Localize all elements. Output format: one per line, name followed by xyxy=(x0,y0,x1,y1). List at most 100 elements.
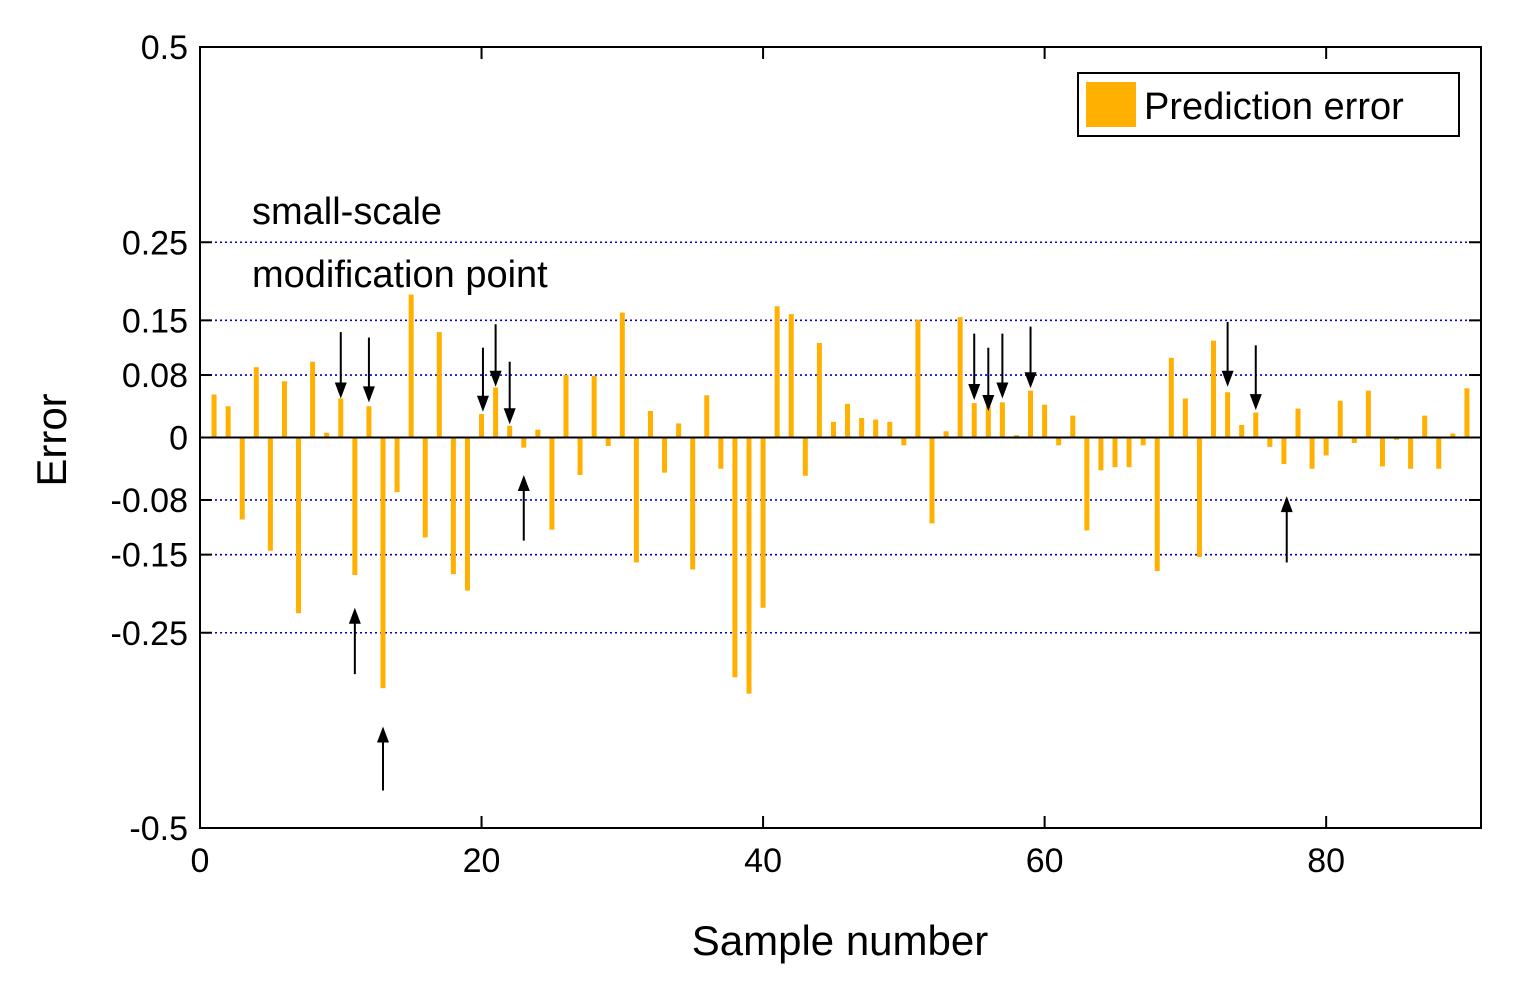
gridlines xyxy=(200,241,1481,634)
bar xyxy=(1436,437,1442,469)
bar xyxy=(633,437,639,563)
bar xyxy=(971,403,977,438)
annotation-arrows xyxy=(334,321,1293,791)
legend: Prediction error xyxy=(1077,72,1460,137)
bar xyxy=(676,423,682,438)
bar xyxy=(380,437,386,689)
bar xyxy=(211,394,217,438)
arrow-head xyxy=(503,408,516,425)
ticks: 0 20 40 60 80 -0.5 -0.25 -0.15 -0.08 0 0.08 0.15 0.2… xyxy=(111,29,1481,880)
y-tick-label: -0.5 xyxy=(129,810,188,848)
arrow-head xyxy=(476,395,489,412)
up-arrow-icon xyxy=(377,726,389,791)
bar xyxy=(493,387,499,438)
bar xyxy=(830,421,836,438)
bar xyxy=(718,437,724,469)
bar xyxy=(535,429,541,438)
bar xyxy=(704,395,710,438)
y-tick-label: -0.15 xyxy=(111,537,189,575)
bar xyxy=(394,437,400,493)
down-arrow-icon xyxy=(362,337,375,403)
y-tick-label: 0.15 xyxy=(122,302,188,340)
up-arrow-icon xyxy=(1280,496,1293,563)
y-tick-label: -0.25 xyxy=(111,615,189,653)
y-tick-label: 0.08 xyxy=(122,357,188,395)
bar xyxy=(1126,437,1132,468)
bar xyxy=(577,437,583,475)
bar xyxy=(605,437,611,447)
legend-label: Prediction error xyxy=(1144,86,1404,128)
down-arrow-icon xyxy=(982,347,995,411)
bar xyxy=(1196,437,1202,557)
bar xyxy=(1056,437,1062,446)
arrow-head xyxy=(489,370,502,387)
bar xyxy=(591,375,597,438)
bar xyxy=(1408,437,1414,469)
bar xyxy=(901,437,907,446)
bars xyxy=(211,294,1470,694)
legend-swatch xyxy=(1086,82,1136,127)
bar xyxy=(1464,388,1470,438)
down-arrow-icon xyxy=(1024,326,1037,389)
bar xyxy=(366,406,372,438)
bar xyxy=(1379,437,1385,467)
legend-box xyxy=(1077,72,1460,137)
bar xyxy=(225,406,231,438)
down-arrow-icon xyxy=(476,347,489,412)
bar xyxy=(1337,400,1343,438)
bar xyxy=(422,437,428,538)
x-tick-label: 40 xyxy=(744,842,782,880)
bar xyxy=(929,437,935,524)
bar xyxy=(887,421,893,438)
arrow-head xyxy=(1024,372,1037,389)
bar xyxy=(352,437,358,575)
bar xyxy=(1098,437,1104,471)
bar xyxy=(732,437,738,678)
bar xyxy=(1450,433,1456,438)
bar xyxy=(253,367,259,438)
bar xyxy=(647,410,653,438)
bar xyxy=(464,437,470,591)
bar xyxy=(1253,412,1259,438)
arrow-head xyxy=(996,382,1009,399)
x-tick-label: 20 xyxy=(463,842,501,880)
down-arrow-icon xyxy=(968,333,981,401)
x-tick-label: 0 xyxy=(191,842,210,880)
bar xyxy=(1070,415,1076,438)
arrow-head xyxy=(1280,496,1293,513)
bar xyxy=(450,437,456,575)
y-tick-label: 0.25 xyxy=(122,224,188,262)
bar xyxy=(1168,357,1174,438)
y-tick-label: 0 xyxy=(169,420,188,458)
arrow-head xyxy=(982,394,995,411)
bar xyxy=(1042,404,1048,438)
up-arrow-icon xyxy=(348,607,361,675)
bar xyxy=(1281,437,1287,465)
bar xyxy=(563,375,569,438)
bar xyxy=(281,381,287,438)
down-arrow-icon xyxy=(1249,345,1262,411)
bar xyxy=(296,437,302,614)
bar xyxy=(1267,437,1273,447)
bar xyxy=(1084,437,1090,531)
bar xyxy=(746,437,752,694)
annotation-line-1: small-scale xyxy=(252,191,442,233)
bar xyxy=(859,417,865,438)
up-arrow-icon xyxy=(517,474,530,541)
arrow-head xyxy=(517,474,530,491)
bar xyxy=(239,437,245,520)
down-arrow-icon xyxy=(334,332,347,399)
bar xyxy=(957,317,963,438)
bar xyxy=(1309,437,1315,469)
bar xyxy=(507,425,513,438)
bar xyxy=(1112,437,1118,468)
bar xyxy=(1394,437,1400,440)
arrow-head xyxy=(362,386,375,403)
bar xyxy=(985,406,991,438)
bar xyxy=(788,314,794,438)
bar xyxy=(1351,437,1357,443)
plot-frame xyxy=(199,46,1482,829)
arrow-head xyxy=(1221,370,1234,387)
bar xyxy=(1182,398,1188,438)
